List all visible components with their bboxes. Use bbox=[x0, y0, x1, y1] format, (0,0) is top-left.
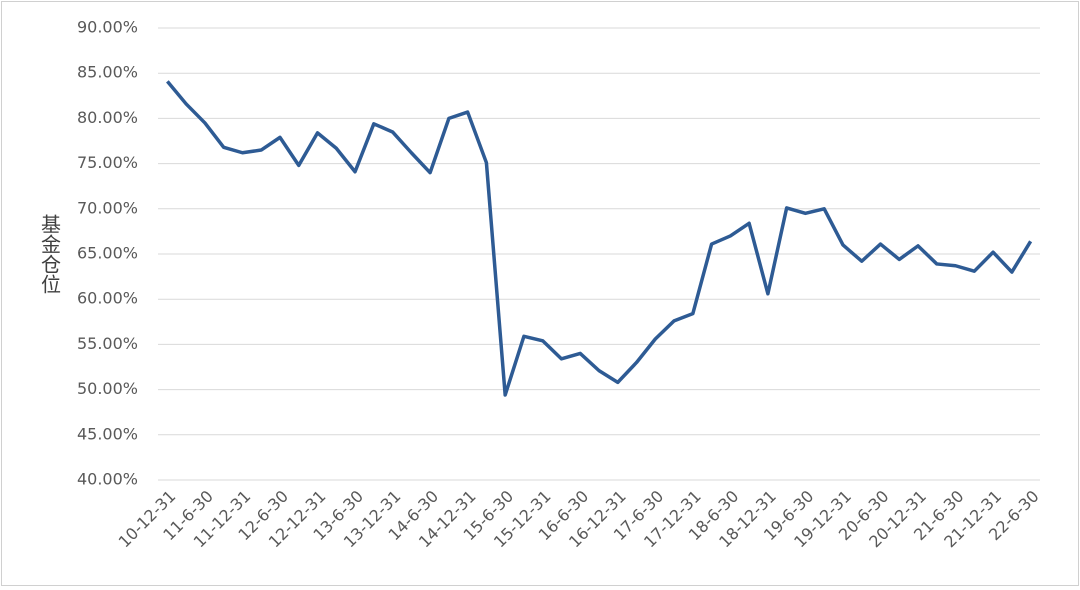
y-tick-label: 45.00% bbox=[77, 424, 138, 443]
line-series bbox=[166, 80, 1033, 397]
y-tick-label: 90.00% bbox=[77, 18, 138, 37]
y-axis-label: 基金仓位 bbox=[38, 214, 62, 294]
y-tick-label: 80.00% bbox=[77, 108, 138, 127]
y-tick-label: 85.00% bbox=[77, 63, 138, 82]
y-tick-label: 70.00% bbox=[77, 198, 138, 217]
y-tick-label: 50.00% bbox=[77, 379, 138, 398]
y-tick-label: 65.00% bbox=[77, 244, 138, 263]
y-tick-label: 40.00% bbox=[77, 470, 138, 489]
y-tick-label: 55.00% bbox=[77, 334, 138, 353]
y-tick-label: 75.00% bbox=[77, 153, 138, 172]
y-tick-label: 60.00% bbox=[77, 289, 138, 308]
